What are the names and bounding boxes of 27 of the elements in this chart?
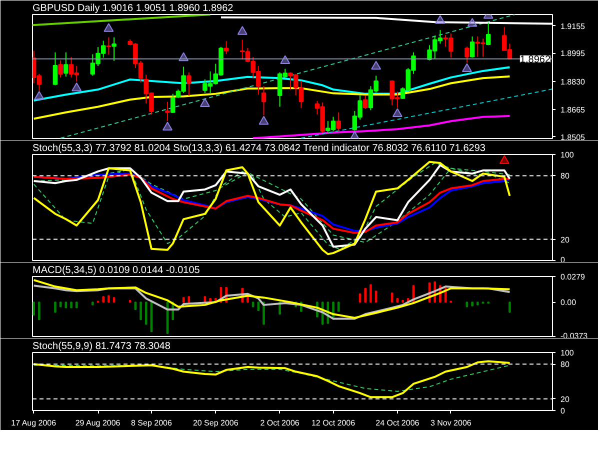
chart-title: MACD(5,34,5) 0.0109 0.0144 -0.0105 [32, 265, 200, 276]
x-tick-label: 29 Aug 2006 [75, 418, 121, 428]
y-tick-label: 0.0279 [560, 272, 586, 282]
y-tick-label: 1.8830 [560, 77, 586, 86]
y-tick-label: 1.8995 [560, 49, 586, 58]
y-tick-label: 20 [560, 235, 570, 244]
y-tick-label: 0 [560, 406, 566, 416]
x-tick-label: 24 Oct 2006 [376, 418, 420, 428]
x-tick-label: 8 Sep 2006 [131, 418, 172, 428]
y-tick-label: 100 [560, 150, 574, 160]
y-tick-label: 80 [560, 360, 570, 370]
y-tick-label: 1.8505 [560, 132, 586, 142]
x-tick-label: 20 Sep 2006 [192, 418, 239, 428]
y-tick-label: 20 [560, 394, 570, 404]
y-tick-label: 80 [560, 172, 570, 181]
x-tick-label: 12 Oct 2006 [311, 418, 356, 428]
x-tick-label: 2 Oct 2006 [260, 418, 300, 428]
y-tick-label: 1.8665 [560, 106, 586, 115]
ref-line-label: 1.8962 [520, 54, 551, 66]
y-tick-label: 0.00 [560, 298, 577, 308]
x-tick-label: 17 Aug 2006 [11, 418, 57, 428]
chart-title: GBPUSD Daily 1.9016 1.9051 1.8960 1.8962 [32, 3, 234, 14]
chart-title: Stoch(55,3,3) 77.3792 81.0204 Sto(13,3,3) 61.4274 73.0842 Trend indicator 76.8032 76.6110 71.6293 [32, 143, 486, 154]
y-tick-label: 100 [560, 348, 574, 358]
y-tick-label: 1.9155 [560, 22, 586, 31]
x-tick-label: 3 Nov 2006 [430, 418, 472, 428]
chart-title: Stoch(55,9,9) 81.7473 78.3048 [32, 341, 171, 352]
